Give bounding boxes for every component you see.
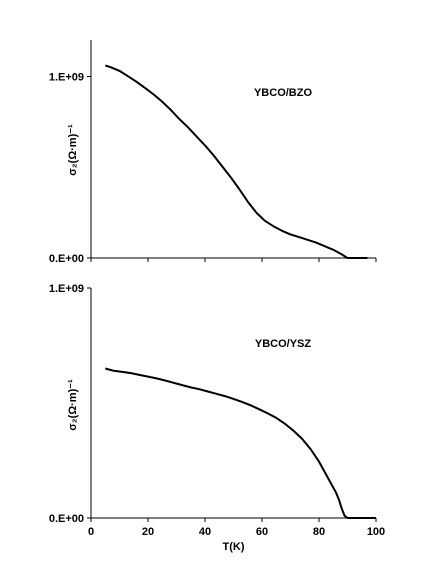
x-axis-label: T(K) (223, 541, 245, 553)
x-tick-label: 20 (142, 526, 154, 538)
series-line (105, 367, 376, 519)
x-tick-label: 100 (367, 526, 385, 538)
panel-label: YBCO/YSZ (255, 338, 312, 350)
y-tick-label: 1.E+09 (49, 71, 84, 83)
y-tick-label: 0.E+00 (49, 253, 84, 265)
y-tick-label: 0.E+00 (49, 513, 84, 525)
panel-ybco-bzo: 0.E+00 1.E+09 YBCO/BZO σ₂(Ω·m)⁻¹ (49, 40, 377, 265)
x-tick-label: 60 (256, 526, 268, 538)
panel-ybco-ysz: 0.E+00 1.E+09 0 20 40 60 80 100 YBCO/YSZ σ₂(Ω·m)⁻… (49, 283, 385, 553)
x-tick-label: 80 (313, 526, 325, 538)
y-axis-label: σ₂(Ω·m)⁻¹ (67, 379, 79, 431)
x-tick-label: 40 (199, 526, 211, 538)
panel-label: YBCO/BZO (254, 87, 313, 99)
y-axis-label: σ₂(Ω·m)⁻¹ (67, 124, 79, 176)
y-tick-label: 1.E+09 (49, 283, 84, 295)
x-tick-label: 0 (88, 526, 94, 538)
series-line (104, 64, 368, 259)
